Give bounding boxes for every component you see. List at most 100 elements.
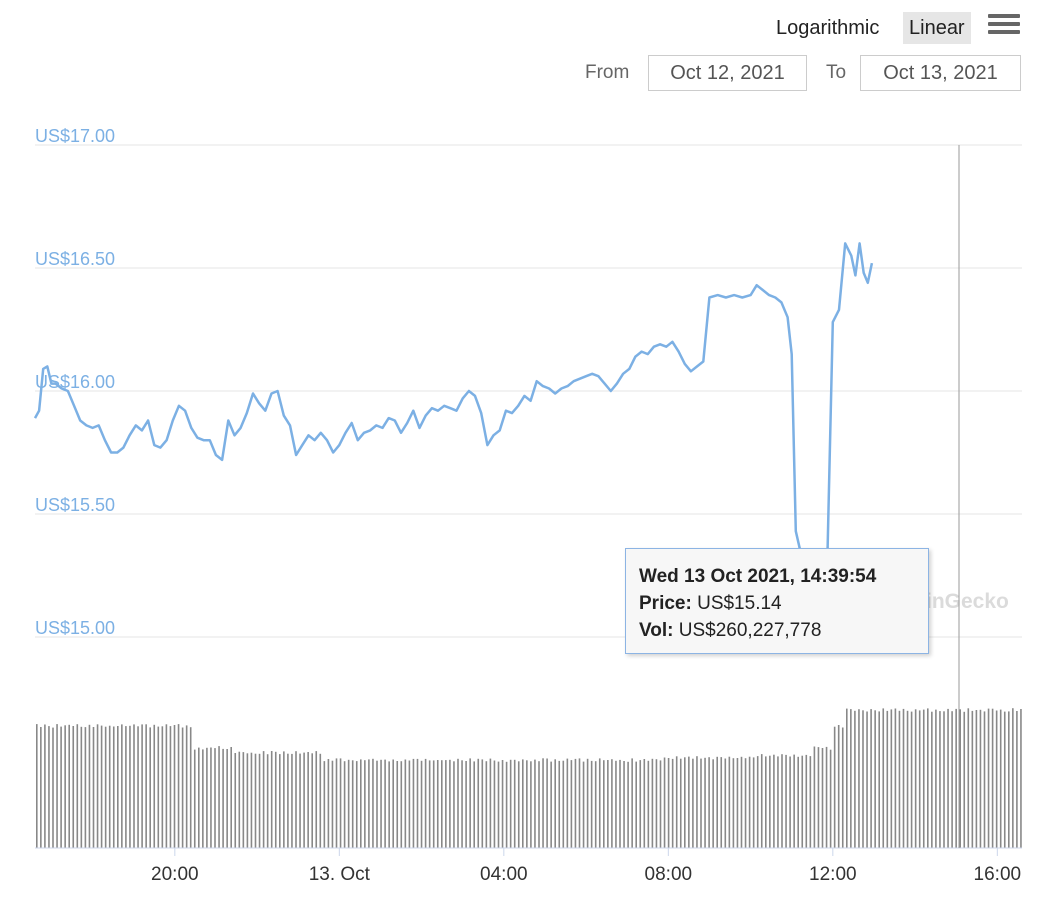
volume-bar: [607, 760, 609, 848]
volume-bar: [489, 758, 492, 848]
volume-bar: [736, 758, 739, 848]
volume-bar: [210, 747, 212, 848]
volume-bar: [833, 726, 836, 848]
volume-bar: [671, 758, 674, 848]
volume-bar: [995, 710, 998, 848]
volume-bar: [343, 761, 346, 848]
volume-bar: [898, 710, 901, 848]
volume-bar: [752, 757, 755, 848]
volume-bar: [1012, 708, 1014, 848]
volume-bar: [999, 709, 1002, 848]
volume-bar: [206, 747, 208, 848]
volume-bar: [157, 726, 160, 848]
volume-bar: [987, 708, 990, 848]
volume-bar: [797, 756, 799, 848]
volume-bar: [667, 758, 670, 848]
y-tick-label: US$17.00: [35, 126, 115, 146]
volume-bar: [914, 709, 917, 848]
volume-bar: [125, 726, 127, 848]
volume-bar: [874, 710, 876, 848]
volume-bar: [80, 726, 83, 848]
linear-button[interactable]: Linear: [903, 12, 971, 44]
volume-bar: [882, 708, 885, 848]
volume-bar: [594, 761, 597, 848]
volume-bar: [230, 747, 232, 848]
volume-bar: [943, 711, 945, 848]
volume-bar: [133, 724, 135, 848]
volume-bar: [246, 753, 249, 848]
volume-bar: [708, 757, 710, 848]
volume-bar: [837, 725, 840, 848]
volume-bar: [92, 727, 95, 848]
volume-bar: [522, 759, 524, 848]
x-tick-label: 16:00: [974, 864, 1022, 885]
volume-bar: [509, 759, 512, 848]
volume-bar: [769, 755, 771, 848]
volume-bar: [1008, 711, 1010, 848]
tooltip-vol-value: US$260,227,778: [678, 620, 822, 641]
volume-bar: [716, 756, 718, 848]
volume-bar: [1016, 711, 1018, 848]
volume-bar: [177, 724, 180, 848]
volume-bar: [48, 726, 50, 848]
volume-bar: [809, 756, 812, 848]
x-tick-label: 08:00: [645, 864, 693, 885]
volume-bar: [416, 758, 419, 848]
volume-bar: [173, 725, 176, 848]
volume-bar: [60, 726, 62, 848]
to-date-input[interactable]: Oct 13, 2021: [860, 55, 1021, 91]
volume-bar: [400, 761, 403, 848]
volume-bar: [234, 753, 237, 848]
from-date-input[interactable]: Oct 12, 2021: [648, 55, 807, 91]
volume-bar: [44, 724, 46, 848]
logarithmic-button[interactable]: Logarithmic: [776, 17, 880, 39]
volume-bar: [550, 761, 552, 848]
volume-bar: [1020, 709, 1022, 848]
volume-bar: [918, 710, 921, 848]
volume-bar: [315, 751, 318, 848]
volume-bar: [684, 757, 686, 848]
volume-bar: [870, 709, 872, 848]
volume-bar: [558, 760, 561, 848]
volume-bar: [485, 761, 488, 848]
volume-bar: [578, 758, 581, 848]
volume-bar: [586, 758, 589, 848]
tooltip-title: Wed 13 Oct 2021, 14:39:54: [639, 566, 877, 587]
volume-bar: [88, 724, 91, 848]
y-tick-label: US$16.50: [35, 249, 115, 269]
volume-bar: [145, 724, 147, 848]
volume-bar: [505, 761, 508, 848]
volume-bar: [712, 759, 714, 848]
volume-bar: [603, 760, 605, 848]
volume-bar: [501, 760, 504, 848]
volume-bar: [331, 760, 334, 848]
volume-bar: [793, 754, 795, 848]
volume-bar: [805, 754, 808, 848]
volume-bar: [728, 756, 731, 848]
hamburger-menu-icon[interactable]: [988, 14, 1020, 38]
volume-bar: [655, 759, 658, 848]
volume-bar: [218, 746, 220, 848]
volume-bar: [639, 760, 642, 848]
volume-bar: [902, 708, 905, 848]
volume-bar: [890, 709, 893, 848]
volume-bar: [906, 710, 909, 848]
volume-bar: [959, 709, 961, 848]
tooltip-price-label: Price:: [639, 593, 692, 614]
volume-bar: [481, 759, 484, 848]
volume-bar: [878, 711, 880, 848]
volume-bar: [967, 708, 970, 848]
volume-bar: [307, 752, 309, 848]
volume-bar: [554, 759, 556, 848]
volume-bar: [781, 754, 783, 848]
volume-bar: [169, 726, 172, 848]
volume-bar: [935, 709, 937, 848]
volume-bar: [931, 711, 933, 848]
volume-bar: [777, 756, 779, 848]
volume-bar: [542, 758, 544, 848]
volume-bar: [611, 759, 613, 848]
volume-bar: [303, 752, 305, 848]
x-tick-label: 13. Oct: [309, 864, 371, 885]
volume-bar: [311, 753, 313, 848]
